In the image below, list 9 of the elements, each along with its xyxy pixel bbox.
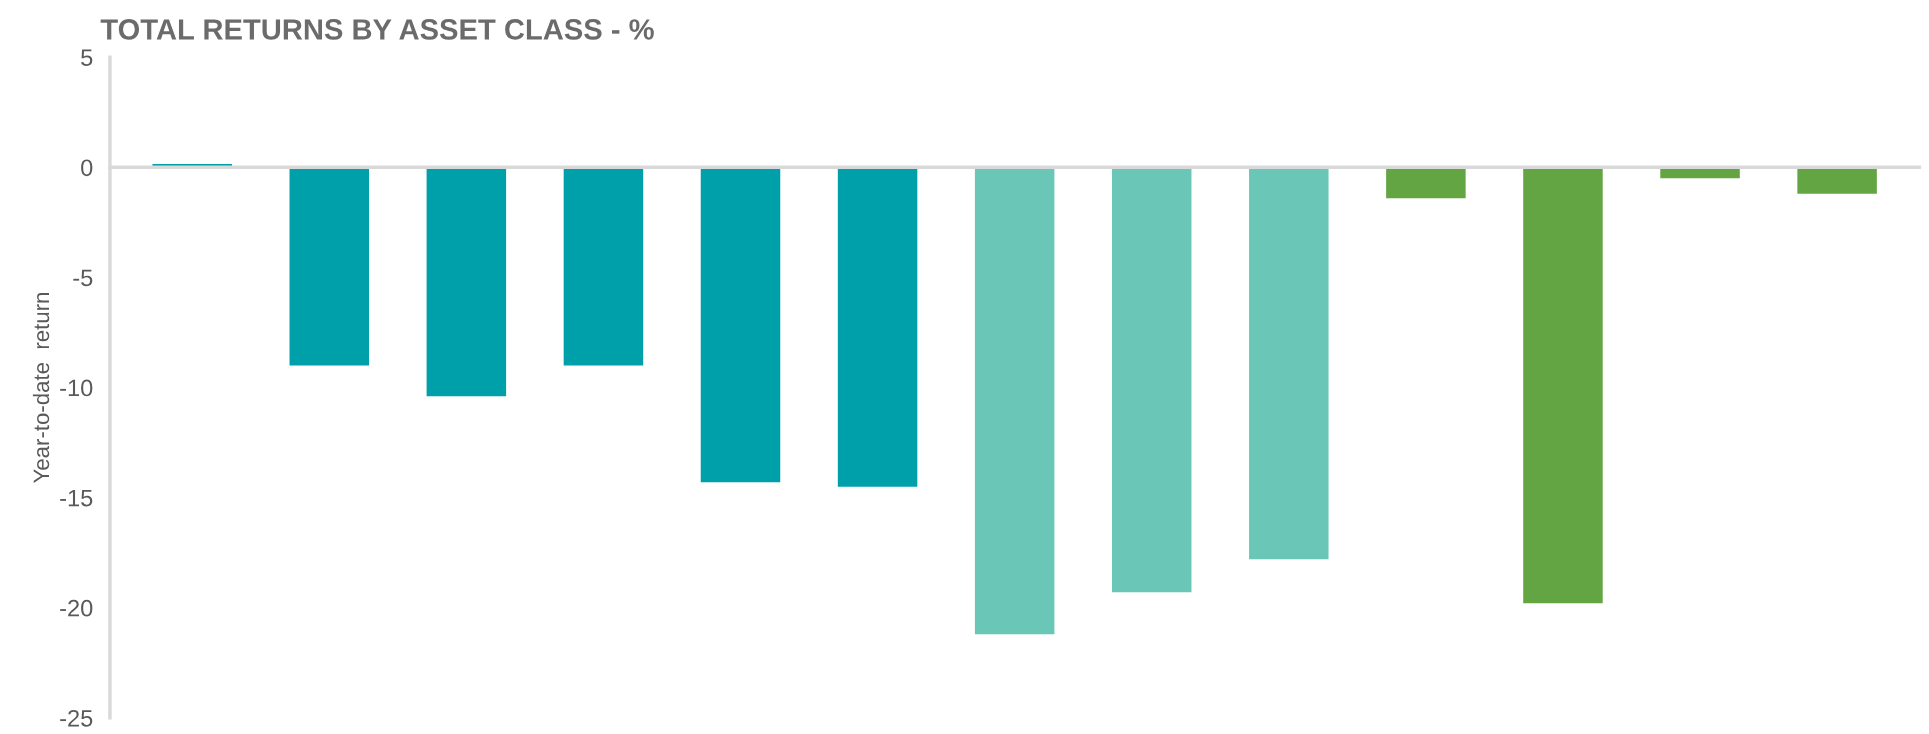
y-tick-label: -25: [60, 709, 93, 727]
y-tick-label: -5: [73, 269, 93, 287]
y-tick-label: -10: [60, 379, 93, 397]
y-tick-label: -15: [60, 489, 93, 507]
y-axis-title: Year-to-date return: [32, 293, 50, 483]
y-tick-label: 0: [81, 159, 93, 177]
y-tick-label: -20: [60, 599, 93, 617]
chart-title: TOTAL RETURNS BY ASSET CLASS - %: [100, 19, 654, 40]
y-tick-label: 5: [81, 49, 93, 67]
